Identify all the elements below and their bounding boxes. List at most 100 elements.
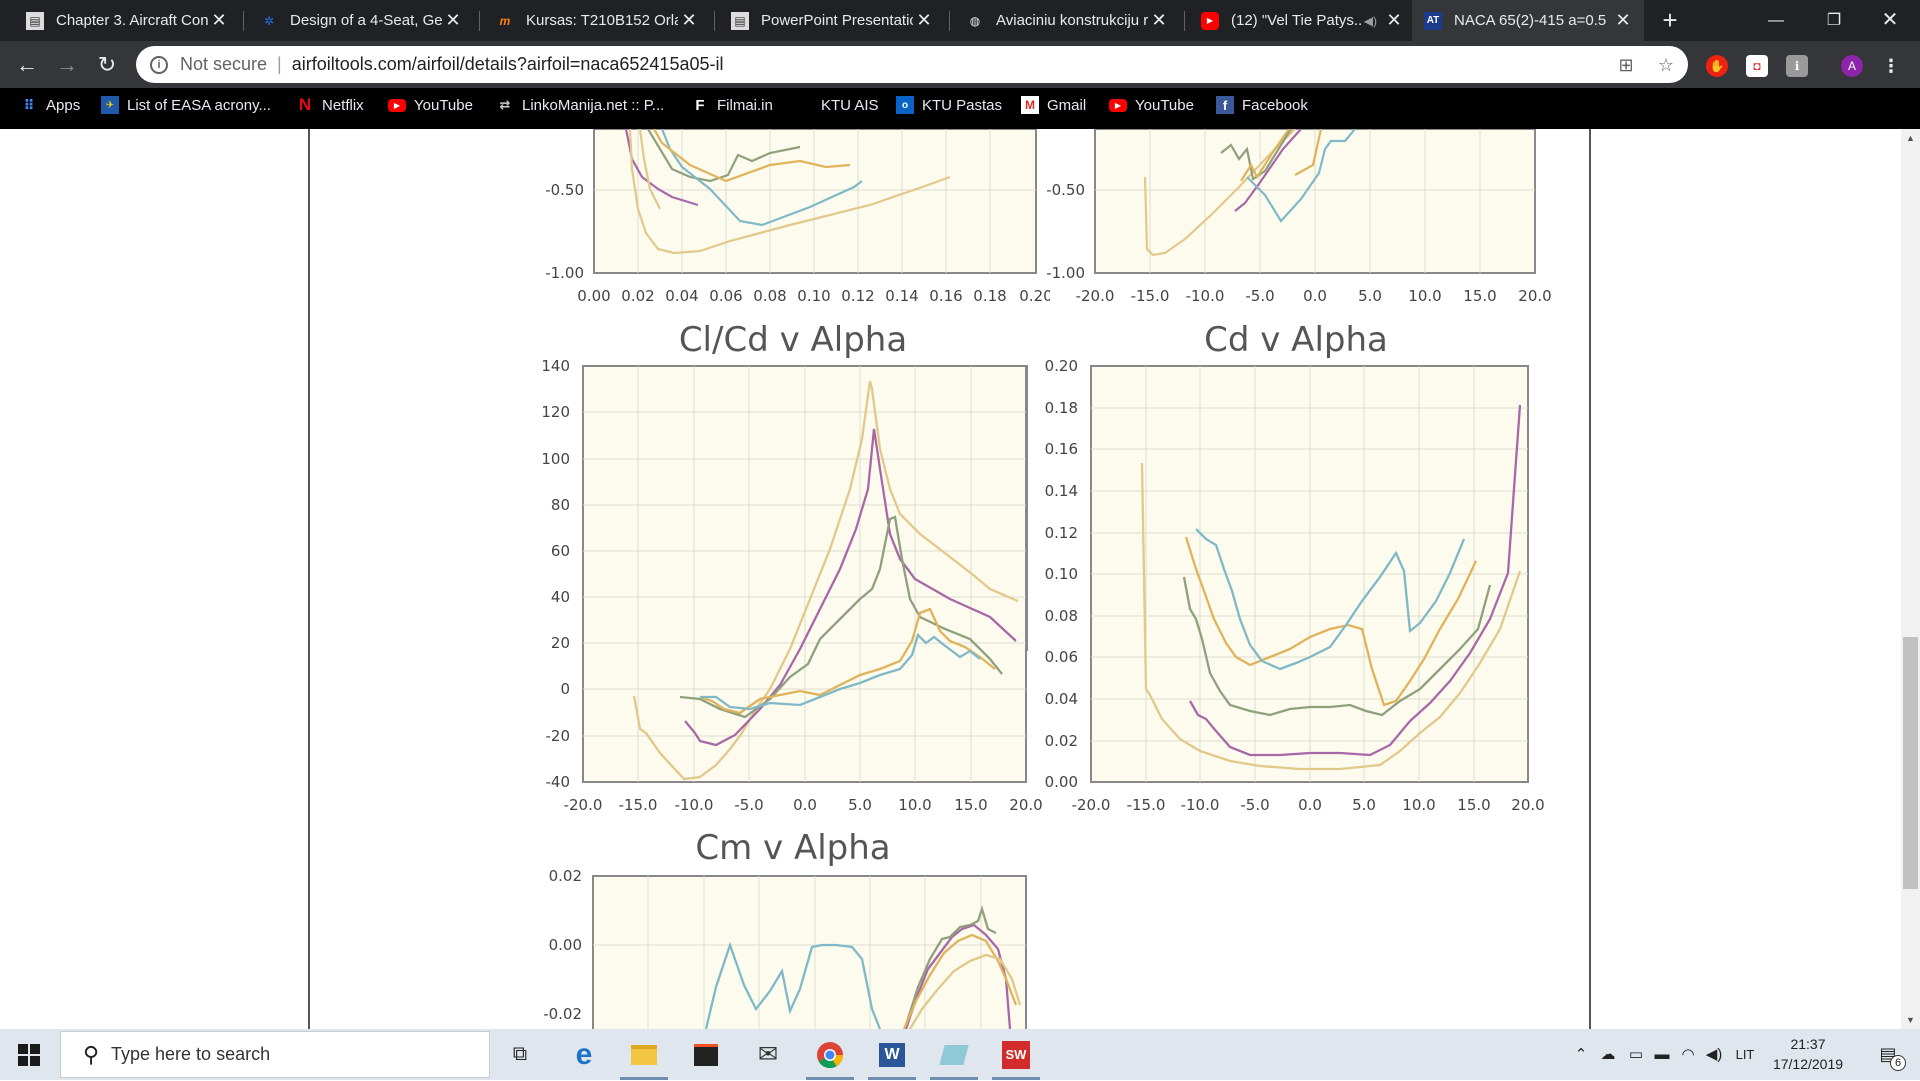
notifications-icon[interactable]: ▤ 6 (1868, 1029, 1908, 1080)
close-window-icon[interactable]: ✕ (1881, 9, 1899, 31)
netflix-icon: N (298, 95, 312, 114)
bookmark-linkomanija[interactable]: ⇄ LinkoManija.net :: P... (496, 88, 665, 122)
series-orange (1184, 536, 1478, 707)
scroll-thumb[interactable] (1903, 637, 1918, 889)
app-icon[interactable] (924, 1029, 984, 1080)
tab-kursas[interactable]: m Kursas: T210B152 Orlai ✕ (484, 0, 710, 41)
tab-youtube-video[interactable]: ▶ (12) "Vel Tie Patys.. ◀) ✕ (1189, 0, 1415, 41)
x-tick-label: 0.12 (841, 287, 874, 305)
y-tick-label: 0.20 (1045, 357, 1078, 375)
close-icon[interactable]: ✕ (916, 10, 932, 30)
bookmark-easa[interactable]: ✈ List of EASA acrony... (101, 88, 271, 122)
back-icon[interactable]: ← (16, 52, 38, 77)
browser-toolbar: ← → ↻ i Not secure | airfoiltools.com/ai… (0, 41, 1920, 88)
clock-time: 21:37 (1790, 1036, 1826, 1052)
y-tick-labels: -0.50 -1.00 (545, 181, 584, 282)
clock-date: 17/12/2019 (1772, 1056, 1844, 1072)
minimize-icon[interactable]: — (1768, 12, 1784, 29)
pocket-icon[interactable]: ◘ (1746, 55, 1768, 77)
series-blue (704, 941, 882, 1029)
series-lines (624, 129, 951, 255)
y-tick-labels: -0.50 -1.00 (1046, 181, 1085, 282)
start-button[interactable] (0, 1029, 58, 1080)
speaker-icon[interactable]: ◀) (1363, 13, 1377, 28)
star-icon[interactable]: ☆ (1657, 55, 1675, 75)
x-tick-label: 0.18 (973, 287, 1006, 305)
bookmark-youtube-2[interactable]: ▶ YouTube (1109, 88, 1194, 122)
show-hidden-icons[interactable]: ⌃ (1574, 1046, 1588, 1063)
y-tick-label: 0.00 (549, 936, 582, 954)
scroll-up-arrow-icon[interactable]: ▲ (1906, 133, 1915, 143)
facebook-icon: f (1216, 96, 1234, 114)
close-icon[interactable]: ✕ (1151, 10, 1167, 30)
edge-icon[interactable]: e (554, 1029, 614, 1080)
bookmark-netflix[interactable]: N Netflix (296, 88, 364, 122)
word-icon[interactable]: W (862, 1029, 922, 1080)
chrome-icon[interactable] (800, 1029, 860, 1080)
close-icon[interactable]: ✕ (445, 10, 461, 30)
translate-icon[interactable]: ⊞ (1618, 55, 1634, 75)
close-icon[interactable]: ✕ (681, 10, 697, 30)
solidworks-icon[interactable]: SW (986, 1029, 1046, 1080)
bookmark-ktu-pastas[interactable]: o KTU Pastas (896, 88, 1002, 122)
series-purple (1189, 404, 1522, 757)
power-icon[interactable]: ▬ (1654, 1046, 1670, 1063)
mail-glyph: ✉ (757, 1041, 779, 1068)
tab-powerpoint[interactable]: ▤ PowerPoint Presentatic ✕ (719, 0, 945, 41)
tab-title: Kursas: T210B152 Orlai (526, 12, 678, 29)
file-explorer-icon[interactable] (614, 1029, 674, 1080)
x-tick-label: 0.14 (885, 287, 918, 305)
series-purple (684, 428, 1017, 747)
tab-title: (12) "Vel Tie Patys.. (1231, 12, 1363, 29)
tab-design[interactable]: ✲ Design of a 4-Seat, Ger ✕ (248, 0, 474, 41)
y-tick-label: 0.06 (1045, 648, 1078, 666)
new-tab-button[interactable]: + (1662, 5, 1678, 35)
battery-icon[interactable]: ▭ (1628, 1046, 1644, 1063)
bookmark-label: YouTube (1135, 96, 1194, 114)
page-scrollbar[interactable]: ▲ ▼ (1901, 129, 1920, 1029)
close-icon[interactable]: ✕ (1615, 10, 1631, 30)
x-tick-label: 0.06 (709, 287, 742, 305)
restore-icon[interactable]: ❐ (1826, 12, 1842, 29)
volume-icon[interactable]: ◀) (1705, 1046, 1723, 1063)
clcd-series (632, 380, 1019, 781)
bookmarks-bar: ⠿ Apps ✈ List of EASA acrony... N Netfli… (0, 88, 1920, 129)
url-text[interactable]: airfoiltools.com/airfoil/details?airfoil… (291, 54, 724, 74)
tab-naca-airfoil[interactable]: AT NACA 65(2)-415 a=0.5 ✕ (1412, 0, 1644, 41)
task-view-icon[interactable]: ⧉ (512, 1043, 528, 1065)
forward-icon[interactable]: → (56, 52, 78, 77)
clock[interactable]: 21:37 17/12/2019 (1760, 1034, 1856, 1074)
divider: | (277, 54, 282, 74)
x-tick-label: -5.0 (1245, 287, 1274, 305)
language-indicator[interactable]: LIT (1735, 1047, 1755, 1062)
bookmark-youtube[interactable]: ▶ YouTube (388, 88, 473, 122)
reload-icon[interactable]: ↻ (97, 52, 117, 77)
series-tan (632, 380, 1019, 781)
extension-icon[interactable]: ℹ (1786, 55, 1808, 77)
wifi-icon[interactable]: ◠ (1681, 1046, 1695, 1063)
bookmark-apps[interactable]: ⠿ Apps (20, 88, 81, 122)
taskbar-search[interactable]: ⚲ Type here to search (60, 1031, 490, 1078)
adblock-icon[interactable]: ✋ (1706, 55, 1728, 77)
tab-aviaciniu[interactable]: ◍ Aviaciniu konstrukciju r ✕ (954, 0, 1180, 41)
x-tick-label: 5.0 (1352, 796, 1376, 814)
bookmark-facebook[interactable]: f Facebook (1216, 88, 1308, 122)
mail-icon[interactable]: ✉ (738, 1029, 798, 1080)
bookmark-ktu-ais[interactable]: KTU AIS (795, 88, 879, 122)
y-tick-label: 0.00 (1045, 773, 1078, 791)
more-icon[interactable]: ⋮ (1882, 56, 1900, 76)
info-icon[interactable]: i (150, 55, 168, 74)
y-tick-label: -20 (546, 727, 571, 745)
x-tick-label: -20.0 (1076, 287, 1115, 305)
address-bar[interactable]: i Not secure | airfoiltools.com/airfoil/… (136, 46, 1688, 83)
tab-chapter3[interactable]: ▤ Chapter 3. Aircraft Con ✕ (14, 0, 240, 41)
bookmark-gmail[interactable]: M Gmail (1021, 88, 1086, 122)
close-icon[interactable]: ✕ (1386, 10, 1402, 30)
scroll-down-arrow-icon[interactable]: ▼ (1906, 1015, 1915, 1025)
onedrive-icon[interactable]: ☁ (1600, 1046, 1616, 1063)
close-icon[interactable]: ✕ (211, 10, 227, 30)
bookmark-filmai[interactable]: F Filmai.in (691, 88, 772, 122)
store-icon[interactable] (676, 1029, 736, 1080)
profile-avatar[interactable]: A (1841, 55, 1863, 77)
tab-title: Aviaciniu konstrukciju r (996, 12, 1148, 29)
